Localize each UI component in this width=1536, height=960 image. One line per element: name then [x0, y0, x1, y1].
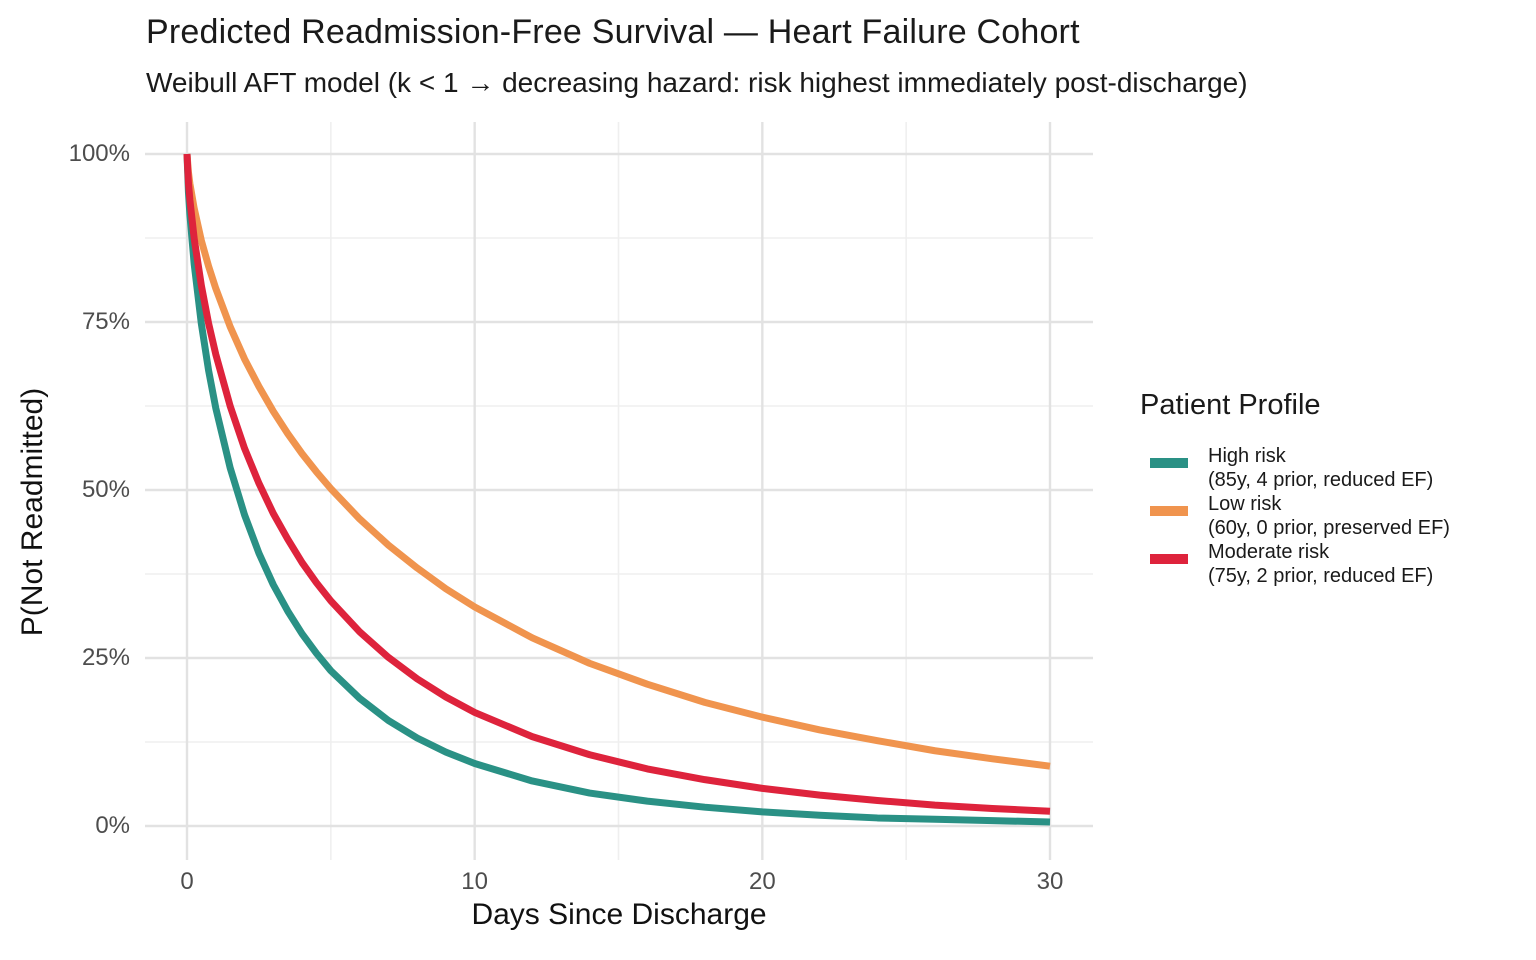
x-tick-label: 10	[461, 868, 488, 895]
x-tick-label: 0	[180, 868, 194, 895]
legend: Patient Profile High risk (85y, 4 prior, …	[1140, 389, 1536, 588]
chart-subtitle: Weibull AFT model (k < 1 → decreasing ha…	[146, 67, 1248, 98]
legend-entry-label: High risk (85y, 4 prior, reduced EF)	[1208, 444, 1433, 492]
y-tick-label: 75%	[81, 308, 130, 335]
y-tick-label: 25%	[81, 644, 130, 671]
legend-entry: Low risk (60y, 0 prior, preserved EF)	[1140, 492, 1536, 540]
legend-entry-detail: (75y, 2 prior, reduced EF)	[1208, 565, 1434, 587]
legend-entry-label: Low risk (60y, 0 prior, preserved EF)	[1208, 492, 1450, 540]
legend-entry-name: High risk	[1208, 445, 1286, 467]
legend-entry-name: Low risk	[1208, 493, 1282, 515]
legend-title: Patient Profile	[1140, 389, 1321, 421]
y-tick-label: 100%	[68, 140, 130, 167]
legend-entry: High risk (85y, 4 prior, reduced EF)	[1140, 444, 1536, 492]
x-tick-label: 20	[748, 868, 776, 895]
legend-key-line	[1150, 458, 1188, 468]
y-tick-label: 0%	[95, 812, 130, 839]
chart-title: Predicted Readmission-Free Survival — He…	[146, 13, 1080, 51]
legend-key-line	[1150, 506, 1188, 516]
legend-entry-label: Moderate risk (75y, 2 prior, reduced EF)	[1208, 540, 1433, 588]
legend-entry-detail: (60y, 0 prior, preserved EF)	[1208, 517, 1450, 539]
legend-key-line	[1150, 554, 1188, 564]
legend-entry: Moderate risk (75y, 2 prior, reduced EF)	[1140, 540, 1536, 588]
legend-entries: High risk (85y, 4 prior, reduced EF) Low r…	[1140, 444, 1536, 588]
survival-curve-high-risk	[183, 153, 1051, 826]
x-axis-title: Days Since Discharge	[471, 898, 767, 931]
survival-curve-moderate-risk	[183, 153, 1051, 815]
y-axis-title: P(Not Readmitted)	[16, 387, 49, 637]
legend-entry-name: Moderate risk	[1208, 541, 1330, 563]
legend-entry-detail: (85y, 4 prior, reduced EF)	[1208, 469, 1434, 491]
survival-curve-low-risk	[183, 153, 1051, 770]
y-tick-label: 50%	[81, 476, 130, 503]
x-tick-label: 30	[1036, 868, 1064, 895]
